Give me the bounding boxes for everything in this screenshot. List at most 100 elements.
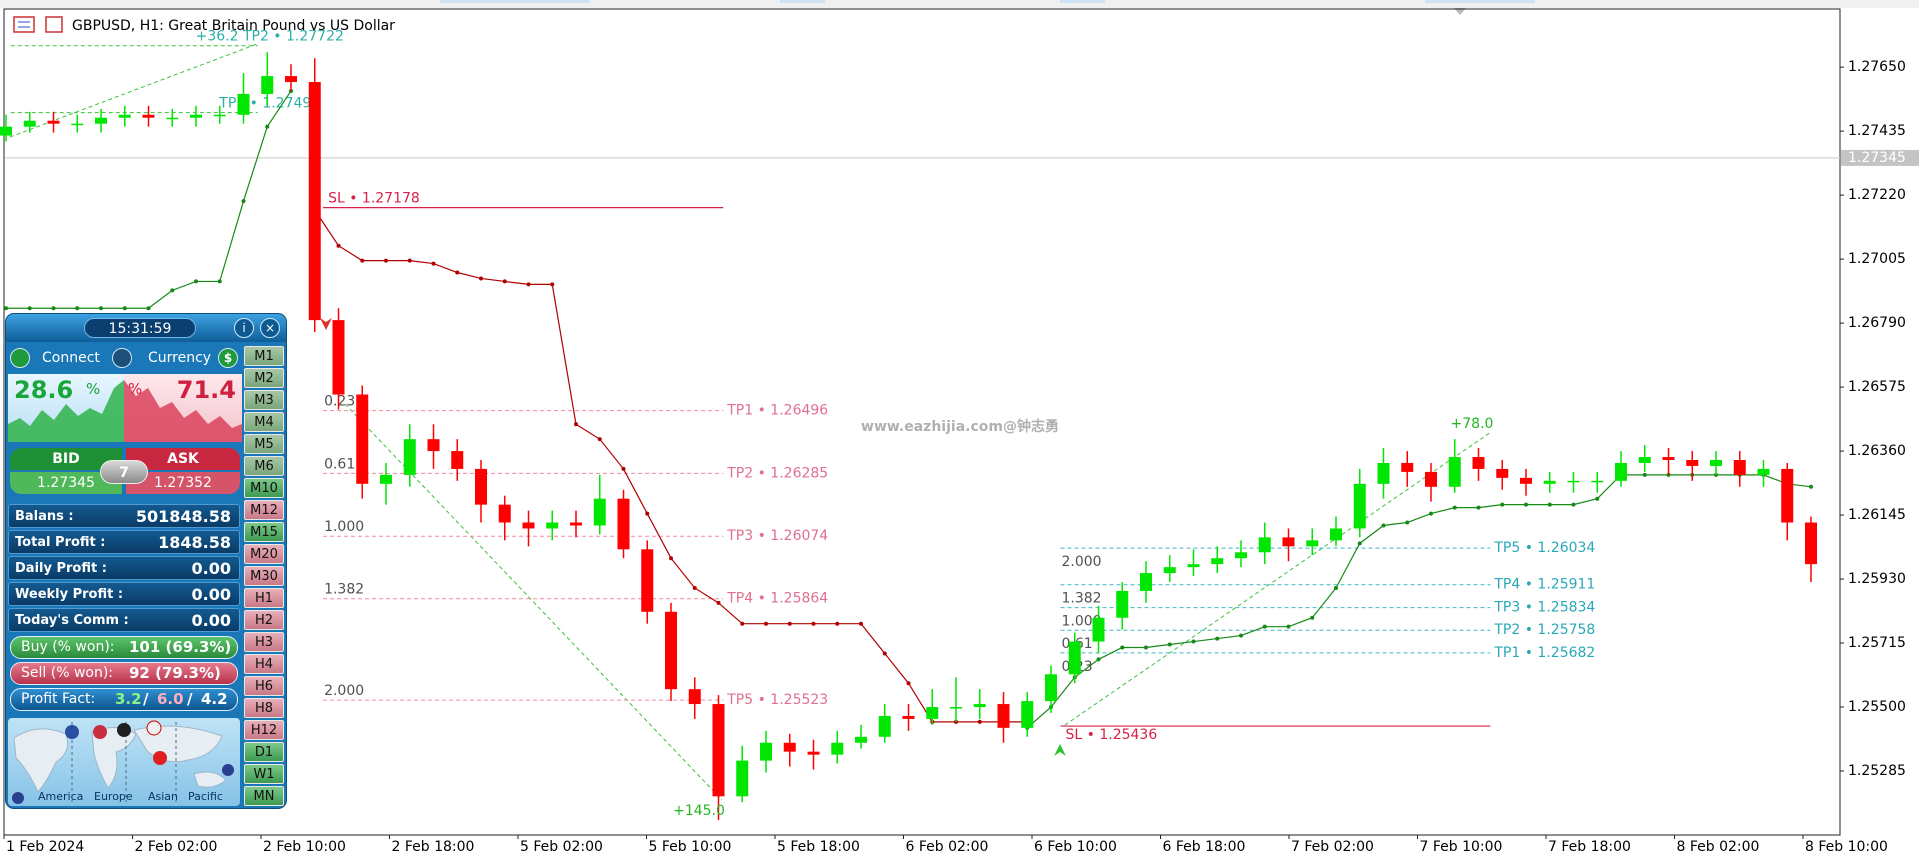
trail-dot <box>1571 502 1576 507</box>
candle-body <box>1567 480 1580 483</box>
candle-body <box>1282 537 1295 547</box>
candle-body <box>1163 567 1176 574</box>
window-title: GBPUSD, H1: Great Britain Pound vs US Do… <box>72 18 395 34</box>
timeframe-button[interactable]: H4 <box>244 654 284 674</box>
profit-fact-buy: 3.2 <box>115 690 142 708</box>
candle-body <box>593 498 606 526</box>
trail-dot <box>479 276 483 281</box>
annotation: +145.0 <box>673 803 725 819</box>
bid-price: 1.27345 <box>10 472 122 494</box>
connect-label[interactable]: Connect <box>42 350 100 366</box>
fib-label: 0.61 <box>324 456 355 472</box>
flag <box>65 725 79 739</box>
trail-dot <box>194 279 198 284</box>
trail-dot <box>146 306 151 311</box>
candle-body <box>498 504 511 523</box>
trail-dot <box>692 585 697 590</box>
ask-price: 1.27352 <box>126 472 240 494</box>
buy-share: 28.6 <box>14 376 74 404</box>
candle-body <box>118 114 131 118</box>
currency-label[interactable]: Currency <box>148 350 212 366</box>
trail-dot <box>1096 657 1101 662</box>
timeframe-button[interactable]: H2 <box>244 610 284 630</box>
timeframe-button[interactable]: H3 <box>244 632 284 652</box>
timeframe-button[interactable]: D1 <box>244 742 284 762</box>
x-tick-label: 2 Feb 10:00 <box>263 839 346 855</box>
candle-body <box>1543 480 1556 484</box>
trail-dot <box>1452 505 1457 510</box>
timeframe-button[interactable]: M10 <box>244 478 284 498</box>
y-tick-label: 1.27005 <box>1848 251 1906 267</box>
tp-label: TP5 • 1.25523 <box>726 692 828 708</box>
x-tick-label: 2 Feb 18:00 <box>392 839 475 855</box>
spread: 7 <box>100 460 148 484</box>
candle-body <box>1235 552 1247 559</box>
timeframe-button[interactable]: H12 <box>244 720 284 740</box>
map-shapes <box>12 720 234 804</box>
info-button[interactable]: i <box>234 318 254 338</box>
bid-label: BID <box>10 448 122 470</box>
timeframe-button[interactable]: M2 <box>244 368 284 388</box>
trail-dot <box>1215 636 1220 641</box>
timeframe-button[interactable]: M5 <box>244 434 284 454</box>
tp-label: TP2 • 1.26285 <box>726 465 828 481</box>
timeframe-button[interactable]: M6 <box>244 456 284 476</box>
y-tick-label: 1.27435 <box>1848 123 1906 139</box>
account-row: Today's Comm : 0.00 <box>8 608 240 632</box>
timeframe-button[interactable]: M4 <box>244 412 284 432</box>
trail-dot <box>859 621 863 626</box>
close-button[interactable]: × <box>260 318 280 338</box>
y-tick-label: 1.26790 <box>1848 315 1906 331</box>
candle-body <box>902 715 915 719</box>
candle-body <box>1686 460 1699 466</box>
candle-body <box>1472 457 1485 469</box>
top-strip <box>0 0 1919 8</box>
candle-body <box>1662 457 1675 460</box>
y-tick-label: 1.25930 <box>1848 571 1906 587</box>
profit-fact-sell: 6.0 <box>157 690 184 708</box>
timeframe-button[interactable]: M15 <box>244 522 284 542</box>
candle-body <box>190 114 202 118</box>
trail-dot <box>787 621 792 626</box>
trail-dot <box>1334 585 1338 590</box>
timeframe-button[interactable]: H8 <box>244 698 284 718</box>
row-value: 0.00 <box>191 559 231 578</box>
timeframe-button[interactable]: H6 <box>244 676 284 696</box>
timeframe-button[interactable]: M12 <box>244 500 284 520</box>
trail-dot <box>1429 511 1433 516</box>
candle-body <box>1710 460 1722 466</box>
trail-dot <box>217 279 222 284</box>
trail-dot <box>597 437 602 442</box>
separator: / <box>187 690 193 708</box>
tab-hint <box>1060 0 1105 3</box>
timeframe-button[interactable]: M1 <box>244 346 284 366</box>
trail-dot <box>122 306 127 311</box>
sell-unit: % <box>128 380 143 398</box>
trail-dot <box>1239 633 1243 638</box>
flag <box>146 720 162 736</box>
x-tick-label: 8 Feb 02:00 <box>1677 839 1760 855</box>
chart-icon <box>13 16 35 33</box>
current-price-label: 1.27345 <box>1848 150 1906 166</box>
candle-body <box>1068 641 1081 675</box>
buy-unit: % <box>86 380 101 398</box>
trail-dot <box>550 282 555 287</box>
timeframe-button[interactable]: MN <box>244 786 284 806</box>
buy-won-pill: Buy (% won): 101 (69.3%) <box>10 636 238 659</box>
sell-share-box: % 71.4 <box>124 374 242 442</box>
x-tick-label: 8 Feb 10:00 <box>1805 839 1888 855</box>
row-value: 1848.58 <box>158 533 231 552</box>
candle-body <box>451 451 464 469</box>
account-row: Weekly Profit : 0.00 <box>8 582 240 606</box>
flag <box>153 751 167 765</box>
candle-body <box>475 468 487 505</box>
candle-body <box>997 704 1010 728</box>
timeframe-button[interactable]: M20 <box>244 544 284 564</box>
candle-body <box>807 751 820 755</box>
timeframe-button[interactable]: W1 <box>244 764 284 784</box>
timeframe-button[interactable]: M3 <box>244 390 284 410</box>
timeframe-button[interactable]: H1 <box>244 588 284 608</box>
buy-sparkline <box>8 380 124 442</box>
timeframe-button[interactable]: M30 <box>244 566 284 586</box>
candle-body <box>1425 471 1437 487</box>
